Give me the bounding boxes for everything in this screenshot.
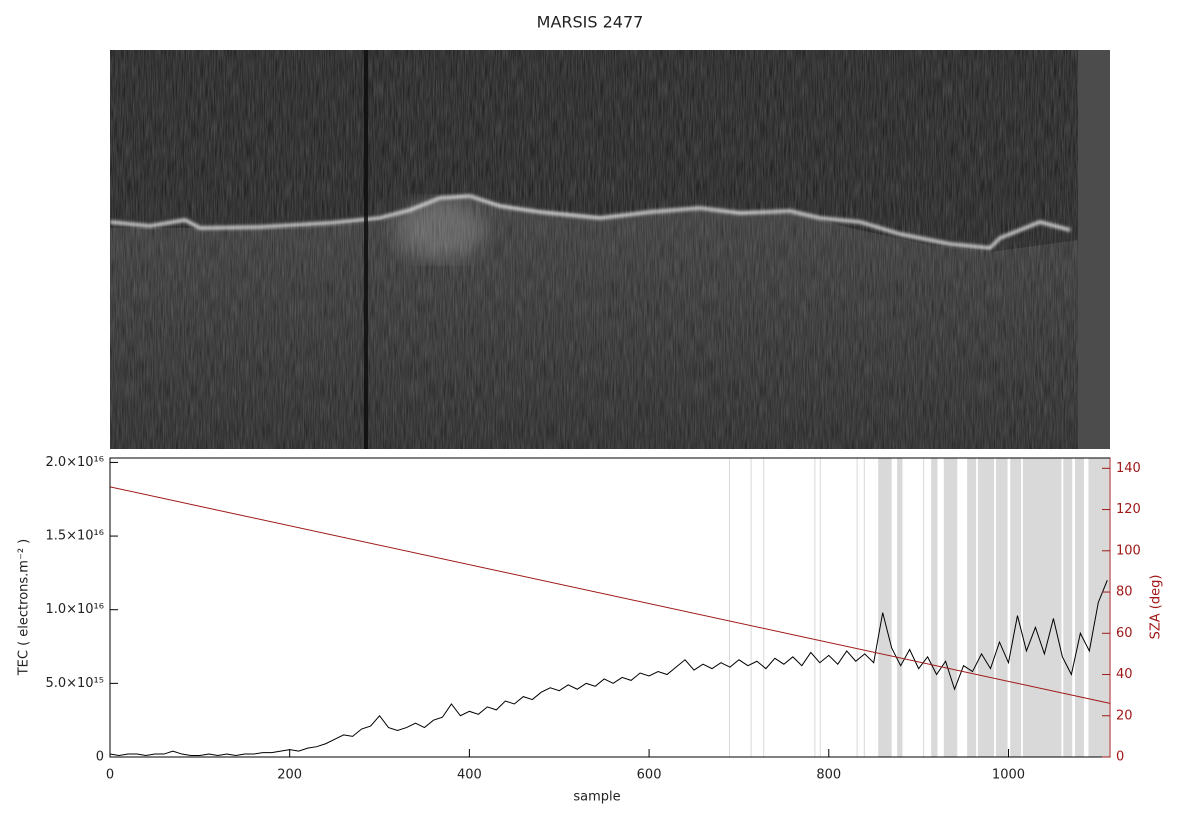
surface-echo bbox=[109, 194, 1071, 250]
flag-span bbox=[1010, 458, 1022, 757]
y-tick-label: 1.0×10¹⁶ bbox=[45, 602, 104, 617]
flag-span bbox=[897, 458, 903, 757]
radargram bbox=[109, 50, 1110, 449]
flag-span bbox=[943, 458, 958, 757]
y2-tick-label: 120 bbox=[1116, 502, 1141, 517]
y2-tick-label: 80 bbox=[1116, 585, 1133, 600]
y-tick-label: 1.5×10¹⁶ bbox=[45, 529, 104, 544]
y2-tick-label: 100 bbox=[1116, 543, 1141, 558]
flag-span bbox=[1022, 458, 1062, 757]
x-tick-label: 400 bbox=[457, 768, 482, 783]
series-line bbox=[109, 486, 1111, 704]
y2-tick-label: 0 bbox=[1116, 750, 1124, 765]
y-tick-label: 2.0×10¹⁶ bbox=[45, 455, 104, 470]
x-tick-label: 200 bbox=[277, 768, 302, 783]
radargram-edge-strip bbox=[1078, 50, 1110, 449]
flag-span bbox=[814, 458, 816, 757]
flag-span bbox=[931, 458, 938, 757]
y2-axis-label: SZA (deg) bbox=[1149, 575, 1164, 640]
x-tick-label: 1000 bbox=[992, 768, 1025, 783]
flag-span bbox=[967, 458, 977, 757]
flag-span bbox=[863, 458, 865, 757]
flag-span bbox=[1088, 458, 1110, 757]
y-tick-label: 5.0×10¹⁵ bbox=[45, 676, 104, 691]
x-tick-label: 800 bbox=[816, 768, 841, 783]
y2-tick-label: 40 bbox=[1116, 667, 1133, 682]
series-line bbox=[109, 580, 1108, 757]
chart-title: MARSIS 2477 bbox=[537, 13, 644, 32]
x-tick-label: 0 bbox=[106, 768, 114, 783]
flag-span bbox=[750, 458, 752, 757]
tec-plot bbox=[109, 458, 1111, 757]
flag-span bbox=[923, 458, 925, 757]
dark-streak bbox=[364, 50, 368, 449]
flag-span bbox=[977, 458, 995, 757]
flag-span bbox=[878, 458, 892, 757]
radargram-noise bbox=[110, 50, 1078, 449]
y-axis-label: TEC ( electrons.m⁻² ) bbox=[17, 539, 32, 677]
flag-span bbox=[763, 458, 765, 757]
y2-tick-label: 60 bbox=[1116, 626, 1133, 641]
x-tick-label: 600 bbox=[637, 768, 662, 783]
x-axis-label: sample bbox=[573, 790, 620, 805]
plot-frame bbox=[109, 457, 1111, 758]
flag-span bbox=[995, 458, 1008, 757]
flag-span bbox=[819, 458, 821, 757]
y-tick-label: 0 bbox=[96, 750, 104, 765]
flag-span bbox=[1074, 458, 1084, 757]
flag-span bbox=[1063, 458, 1073, 757]
y2-tick-label: 20 bbox=[1116, 708, 1133, 723]
y2-tick-label: 140 bbox=[1116, 461, 1141, 476]
flag-span bbox=[856, 458, 858, 757]
flag-span bbox=[729, 458, 731, 757]
